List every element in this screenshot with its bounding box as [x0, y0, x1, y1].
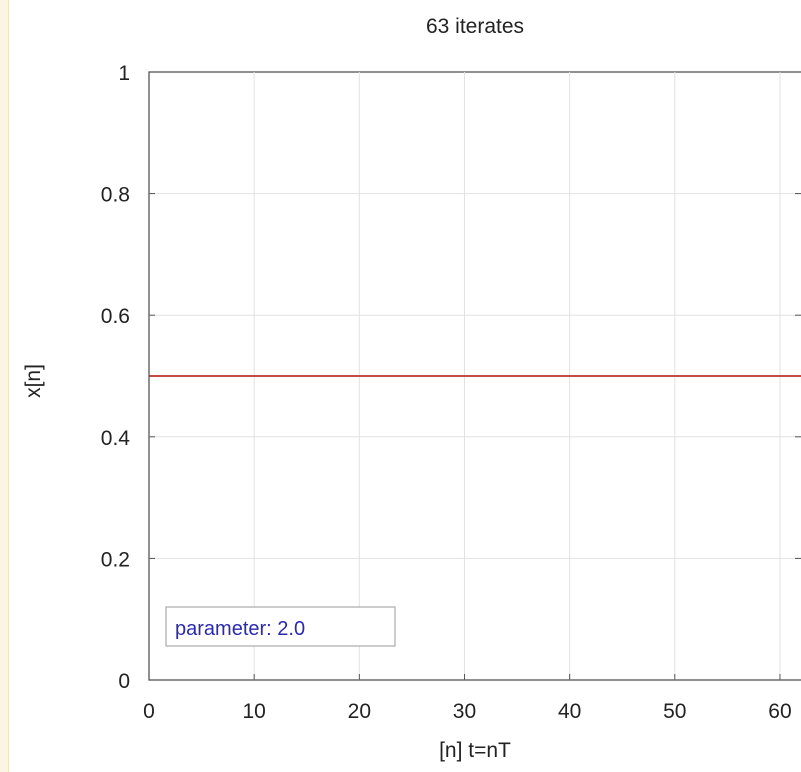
x-tick-label: 60 — [768, 700, 791, 723]
legend: parameter: 2.0 — [165, 606, 396, 647]
y-tick-label: 0.2 — [101, 548, 130, 571]
x-tick-label: 0 — [143, 700, 155, 723]
x-axis-label: [n] t=nT — [439, 739, 511, 762]
legend-box — [165, 606, 396, 647]
chart-title: 63 iterates — [426, 15, 524, 38]
y-tick-label: 0.4 — [101, 427, 131, 450]
page-left-rule — [0, 0, 9, 772]
y-tick-label: 1 — [118, 62, 130, 85]
y-axis-label: x[n] — [22, 364, 45, 398]
legend-text: parameter: 2.0 — [175, 618, 305, 640]
y-tick-label: 0 — [118, 670, 130, 693]
y-tick-label: 0.8 — [101, 184, 130, 207]
x-tick-label: 40 — [558, 700, 581, 723]
ticks-layer: 0 10 20 30 40 50 60 0 0.2 0.4 0.6 0.8 1 — [101, 62, 801, 723]
y-tick-label: 0.6 — [101, 305, 130, 328]
x-tick-label: 10 — [242, 700, 265, 723]
x-tick-label: 20 — [348, 700, 371, 723]
x-tick-label: 30 — [453, 700, 476, 723]
x-tick-label: 50 — [663, 700, 686, 723]
